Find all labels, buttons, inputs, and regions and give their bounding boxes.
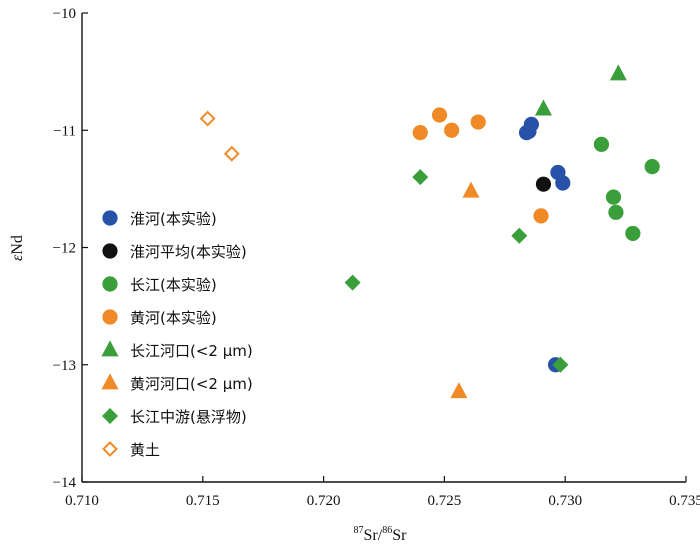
legend-marker-0 xyxy=(102,210,118,226)
legend-marker-7 xyxy=(102,441,118,457)
x-tick-label: 0.735 xyxy=(669,493,700,509)
y-axis-title-symbol: ε xyxy=(9,254,26,261)
data-point-series-3 xyxy=(431,107,448,123)
data-point-series-6 xyxy=(511,227,528,244)
legend-label-4: 长江河口(<2 μm) xyxy=(130,342,253,360)
x-axis-title-sup1: 87 xyxy=(354,525,364,536)
data-point-series-2 xyxy=(605,189,622,205)
y-tick-label: −13 xyxy=(53,358,76,374)
data-point-series-6 xyxy=(344,274,361,291)
data-point-series-2 xyxy=(644,158,660,175)
data-point-series-4 xyxy=(534,99,552,116)
data-point-series-1 xyxy=(535,176,552,192)
legend-marker-3 xyxy=(102,309,118,325)
data-point-series-3 xyxy=(412,124,428,141)
legend-label-1: 淮河平均(本实验) xyxy=(130,243,247,261)
data-point-series-4 xyxy=(609,64,627,81)
data-point-series-3 xyxy=(444,122,460,138)
y-tick-label: −11 xyxy=(53,123,76,139)
legend-label-6: 长江中游(悬浮物) xyxy=(130,408,247,426)
x-tick-label: 0.730 xyxy=(548,493,582,509)
legend: 淮河(本实验) 淮河平均(本实验) 长江(本实验) 黄河(本实验) 长江河口(<2 μm… xyxy=(101,210,253,459)
data-point-series-2 xyxy=(625,225,641,242)
legend-marker-5 xyxy=(101,373,119,390)
legend-marker-1 xyxy=(102,243,118,259)
y-axis-title-rest: Nd xyxy=(9,235,26,255)
data-point-series-7 xyxy=(223,145,240,162)
data-point-series-6 xyxy=(552,356,569,373)
y-tick-label: −12 xyxy=(53,241,76,257)
x-tick-label: 0.715 xyxy=(186,493,220,509)
data-point-series-5 xyxy=(462,181,480,198)
x-axis-title-sup2: 86 xyxy=(382,525,392,536)
data-point-series-0 xyxy=(521,123,537,140)
x-axis-title-base2: Sr xyxy=(392,527,407,544)
legend-marker-4 xyxy=(101,340,119,357)
x-ticks: 0.710 0.715 0.720 0.725 0.730 0.735 xyxy=(65,476,700,509)
x-axis-title: 87Sr/86Sr xyxy=(354,525,408,544)
data-point-series-2 xyxy=(608,204,624,220)
data-point-series-5 xyxy=(450,382,468,399)
legend-label-0: 淮河(本实验) xyxy=(130,210,217,228)
x-axis-title-sep: / xyxy=(378,527,383,544)
y-axis-title: εNd xyxy=(9,235,26,261)
legend-marker-2 xyxy=(102,276,118,292)
data-point-series-3 xyxy=(470,114,486,130)
legend-label-2: 长江(本实验) xyxy=(130,276,217,294)
x-axis-title-base1: Sr xyxy=(364,527,379,544)
legend-marker-6 xyxy=(102,408,118,424)
data-point-series-7 xyxy=(199,110,216,127)
y-tick-label: −14 xyxy=(53,475,77,491)
data-point-series-2 xyxy=(593,136,610,152)
data-point-series-6 xyxy=(412,169,429,186)
data-point-series-3 xyxy=(533,208,549,224)
x-tick-label: 0.720 xyxy=(307,493,341,509)
x-tick-label: 0.725 xyxy=(428,493,462,509)
legend-label-5: 黄河河口(<2 μm) xyxy=(130,375,253,393)
legend-label-7: 黄土 xyxy=(130,441,160,459)
data-point-series-0 xyxy=(555,175,571,191)
y-ticks: −14 −13 −12 −11 −10 xyxy=(53,6,88,491)
data-points xyxy=(199,64,660,399)
y-tick-label: −10 xyxy=(53,6,76,22)
x-tick-label: 0.710 xyxy=(65,493,99,509)
legend-label-3: 黄河(本实验) xyxy=(130,309,217,327)
